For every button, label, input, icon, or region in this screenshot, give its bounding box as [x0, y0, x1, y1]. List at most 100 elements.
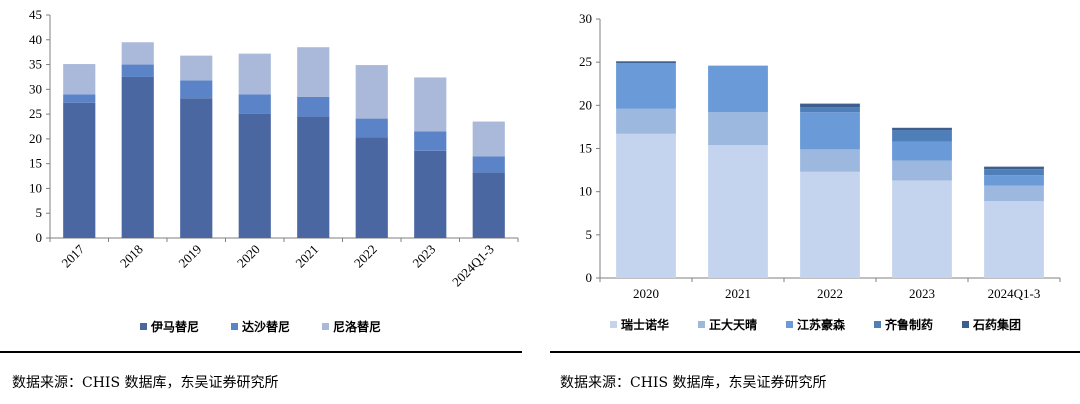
- y-tick-label: 35: [29, 57, 42, 72]
- bar-segment: [121, 42, 154, 65]
- legend-swatch: [962, 321, 969, 328]
- x-tick-label: 2024Q1-3: [988, 286, 1041, 301]
- bar-segment: [984, 175, 1044, 186]
- x-tick-group: 2020: [234, 242, 263, 271]
- x-tick-group: 2024Q1-3: [988, 286, 1041, 301]
- y-tick-group: 30: [29, 81, 42, 96]
- y-tick-group: 10: [579, 184, 592, 199]
- bar-segment: [121, 76, 154, 238]
- x-tick-label: 2019: [175, 242, 204, 271]
- y-tick-label: 5: [586, 227, 593, 242]
- y-tick-group: 5: [36, 205, 43, 220]
- bar-segment: [616, 108, 676, 134]
- bar-segment: [984, 169, 1044, 176]
- bar-segment: [800, 171, 860, 278]
- bar-segment: [892, 130, 952, 142]
- bar-segment: [180, 80, 213, 99]
- y-tick-group: 45: [29, 7, 42, 22]
- y-tick-label: 15: [29, 156, 42, 171]
- bar-segment: [800, 149, 860, 172]
- x-tick-label: 2017: [58, 241, 87, 270]
- bar-segment: [355, 137, 388, 238]
- y-tick-group: 25: [29, 106, 42, 121]
- bar-segment: [63, 102, 96, 238]
- x-tick-label: 2024Q1-3: [449, 242, 497, 290]
- bar-segment: [414, 150, 447, 238]
- y-tick-label: 0: [36, 230, 43, 245]
- bar-segment: [800, 112, 860, 150]
- bar-segment: [238, 113, 271, 238]
- legend-item-label: 瑞士诺华: [621, 317, 669, 332]
- legend-swatch: [231, 323, 238, 330]
- left-chart: 0 5 10 15 20 25 30 35 40 45 2017 2018 2019 2020 2021 20…: [29, 7, 519, 334]
- bar-segment: [414, 131, 447, 151]
- x-tick-group: 2024Q1-3: [449, 242, 497, 290]
- bar-segment: [708, 112, 768, 146]
- bar-segment: [355, 65, 388, 119]
- x-tick-group: 2022: [817, 286, 843, 301]
- bar-segment: [238, 53, 271, 95]
- y-tick-label: 20: [579, 97, 592, 112]
- right-chart: 0 5 10 15 20 25 30 2020 2021 2022 2023 2024Q1-3 瑞士诺华…: [579, 11, 1061, 332]
- bar-segment: [297, 96, 330, 117]
- y-tick-group: 25: [579, 54, 592, 69]
- legend-swatch: [140, 323, 147, 330]
- y-tick-group: 0: [586, 270, 593, 285]
- y-tick-label: 30: [29, 81, 42, 96]
- y-tick-label: 10: [579, 184, 592, 199]
- y-tick-label: 15: [579, 141, 592, 156]
- bar-segment: [180, 98, 213, 239]
- x-tick-label: 2020: [633, 286, 659, 301]
- legend-item-label: 江苏豪森: [797, 317, 846, 332]
- bar-segment: [297, 47, 330, 97]
- x-tick-group: 2020: [633, 286, 659, 301]
- bar-segment: [472, 172, 505, 238]
- y-tick-label: 5: [36, 205, 43, 220]
- legend-item-label: 正大天晴: [709, 317, 757, 332]
- left-source-note: 数据来源：CHIS 数据库，东吴证券研究所: [12, 375, 279, 391]
- bar-segment: [472, 156, 505, 173]
- y-tick-label: 25: [29, 106, 42, 121]
- legend-item-label: 达沙替尼: [242, 319, 290, 334]
- bar-segment: [63, 64, 96, 95]
- legend-item-label: 尼洛替尼: [333, 319, 381, 334]
- y-tick-label: 0: [586, 270, 593, 285]
- x-tick-label: 2023: [409, 242, 438, 271]
- x-tick-label: 2021: [292, 242, 321, 271]
- bar-segment: [984, 166, 1044, 170]
- y-tick-group: 40: [29, 32, 42, 47]
- y-tick-label: 45: [29, 7, 42, 22]
- x-tick-label: 2023: [909, 286, 935, 301]
- bar-segment: [355, 118, 388, 138]
- legend-item-label: 齐鲁制药: [885, 317, 933, 332]
- bar-segment: [892, 141, 952, 161]
- x-tick-label: 2022: [351, 242, 380, 271]
- bar-segment: [892, 127, 952, 131]
- right-chart-panel: 0 5 10 15 20 25 30 2020 2021 2022 2023 2024Q1-3 瑞士诺华…: [540, 0, 1080, 404]
- y-tick-label: 20: [29, 131, 42, 146]
- bar-segment: [180, 55, 213, 81]
- bar-segment: [121, 64, 154, 77]
- x-tick-group: 2023: [909, 286, 935, 301]
- y-tick-group: 30: [579, 11, 592, 26]
- bar-segment: [297, 116, 330, 238]
- right-source-note: 数据来源：CHIS 数据库，东吴证券研究所: [560, 375, 827, 391]
- x-tick-label: 2018: [117, 242, 146, 271]
- x-tick-group: 2023: [409, 242, 438, 271]
- left-separator-line: [0, 351, 522, 353]
- legend-item-label: 伊马替尼: [150, 319, 199, 334]
- legend-item-label: 石药集团: [972, 317, 1021, 332]
- legend-swatch: [786, 321, 793, 328]
- legend-swatch: [610, 321, 617, 328]
- y-tick-group: 15: [579, 141, 592, 156]
- bar-segment: [984, 185, 1044, 202]
- legend-swatch: [874, 321, 881, 328]
- y-tick-group: 15: [29, 156, 42, 171]
- y-tick-label: 10: [29, 180, 42, 195]
- y-tick-label: 25: [579, 54, 592, 69]
- bar-segment: [708, 145, 768, 278]
- x-tick-group: 2021: [725, 286, 751, 301]
- left-chart-panel: 0 5 10 15 20 25 30 35 40 45 2017 2018 2019 2020 2021 20…: [0, 7, 522, 391]
- y-tick-group: 20: [579, 97, 592, 112]
- y-tick-group: 10: [29, 180, 42, 195]
